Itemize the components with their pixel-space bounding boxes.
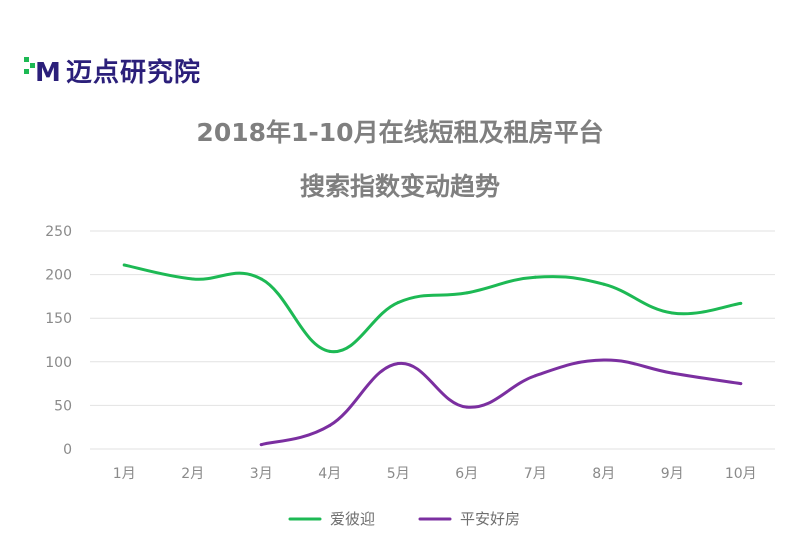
data-point — [465, 405, 469, 409]
data-point — [602, 282, 606, 286]
svg-text:M: M — [35, 58, 61, 87]
data-point — [533, 374, 537, 378]
data-point — [739, 382, 743, 386]
x-tick-label: 10月 — [725, 466, 757, 482]
logo-mark-icon: M — [24, 57, 61, 87]
x-tick-label: 9月 — [661, 466, 684, 482]
series-line-1 — [122, 263, 743, 354]
legend-label: 平安好房 — [460, 510, 520, 528]
data-point — [259, 443, 263, 447]
data-point — [670, 311, 674, 315]
data-point — [396, 301, 400, 305]
x-tick-label: 5月 — [387, 466, 410, 482]
x-tick-label: 7月 — [524, 466, 547, 482]
x-tick-label: 4月 — [318, 466, 341, 482]
brand-name: 迈点研究院 — [66, 57, 202, 88]
data-point — [533, 275, 537, 279]
chart-title-line-2: 搜索指数变动趋势 — [299, 172, 500, 201]
data-point — [328, 423, 332, 427]
x-axis-ticks: 1月 2月 3月 4月 5月 6月 7月 8月 9月 10月 — [113, 466, 757, 482]
x-tick-label: 8月 — [592, 466, 615, 482]
data-point — [739, 301, 743, 305]
y-axis-ticks: 0 50 100 150 200 250 — [45, 224, 72, 458]
x-tick-label: 3月 — [250, 466, 273, 482]
x-tick-label: 1月 — [113, 466, 136, 482]
y-tick-label: 0 — [63, 442, 72, 458]
data-point — [396, 362, 400, 366]
brand-logo: M 迈点研究院 — [22, 50, 201, 90]
data-point — [328, 349, 332, 353]
data-point — [670, 371, 674, 375]
grid-lines — [90, 230, 775, 450]
data-point — [259, 277, 263, 281]
data-point — [122, 263, 126, 267]
y-tick-label: 200 — [45, 268, 72, 284]
legend: 爱彼迎 平安好房 — [288, 510, 520, 528]
legend-label: 爱彼迎 — [330, 510, 375, 528]
data-point — [465, 291, 469, 295]
x-tick-label: 2月 — [181, 466, 204, 482]
series-line-2 — [259, 358, 743, 447]
chart-title-line-1: 2018年1-10月在线短租及租房平台 — [196, 118, 604, 147]
y-tick-label: 150 — [45, 311, 72, 327]
y-tick-label: 250 — [45, 224, 72, 240]
data-point — [602, 358, 606, 362]
y-tick-label: 50 — [54, 398, 72, 414]
y-tick-label: 100 — [45, 355, 72, 371]
data-point — [191, 277, 195, 281]
x-tick-label: 6月 — [455, 466, 478, 482]
series-lines — [122, 263, 743, 447]
